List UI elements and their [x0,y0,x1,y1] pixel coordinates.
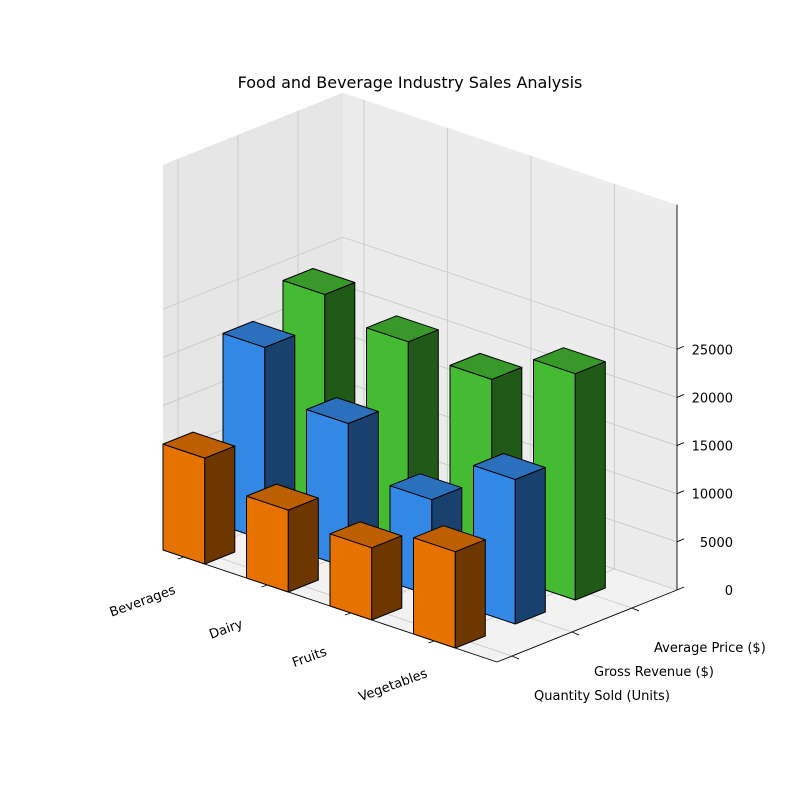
x-tick-mark [177,556,185,560]
bar-top-face [366,315,439,343]
bar-side-face [371,535,403,621]
z-tick-mark [676,538,685,543]
y-tick-label: Average Price ($) [654,641,766,656]
z-tick-label: 25000 [692,343,733,358]
bar-side-face [287,497,319,593]
back-grid-line [342,284,678,398]
y-tick-mark [571,631,580,636]
bar [246,483,319,593]
z-tick-label: 5000 [700,536,733,551]
x-tick-label: Fruits [290,645,329,671]
x-tick-mark [428,640,435,644]
y-tick-mark [631,607,640,612]
bar-top-face [473,453,546,480]
bar-top-face [306,397,379,424]
z-tick-label: 0 [725,584,733,599]
bar-front-face [329,533,373,621]
bar-top-face [246,483,319,511]
z-tick-label: 15000 [692,440,733,455]
z-tick-mark [676,490,685,495]
back-grid-line [342,236,678,350]
chart-title: Food and Beverage Industry Sales Analysi… [238,73,583,92]
bar-top-face [162,431,236,459]
z-tick-label: 10000 [692,488,733,503]
bar-front-face [246,495,289,593]
bars [162,268,606,649]
z-tick-label: 20000 [692,391,733,406]
x-tick-label: Dairy [207,617,245,643]
left-grid-line [162,236,344,310]
y-axis-line [496,589,678,663]
y-tick-label: Gross Revenue ($) [594,665,714,680]
z-tick-mark [676,393,685,398]
bar-top-face [449,352,523,380]
bar-top-face [282,268,356,295]
bar-side-face [454,539,486,649]
bar [413,525,486,649]
bar [162,431,236,565]
y-tick-mark [511,655,520,660]
z-tick-mark [676,345,685,350]
z-tick-mark [676,442,685,446]
x-tick-mark [261,584,268,588]
x-tick-mark [344,612,352,616]
bar-side-face [204,445,236,565]
bar [329,521,403,621]
bar-top-face [329,521,403,549]
x-tick-label: Vegetables [357,666,430,705]
bar-top-face [222,320,296,348]
bar-top-face [413,525,486,553]
bar-side-face [574,361,606,601]
bar-side-face [514,467,546,625]
bar-front-face [413,537,456,649]
x-tick-label: Beverages [108,583,178,621]
y-tick-label: Quantity Sold (Units) [534,689,670,704]
z-tick-mark [676,586,685,591]
bar-top-face [533,347,606,375]
bar-front-face [162,443,206,565]
bar-top-face [389,473,463,501]
